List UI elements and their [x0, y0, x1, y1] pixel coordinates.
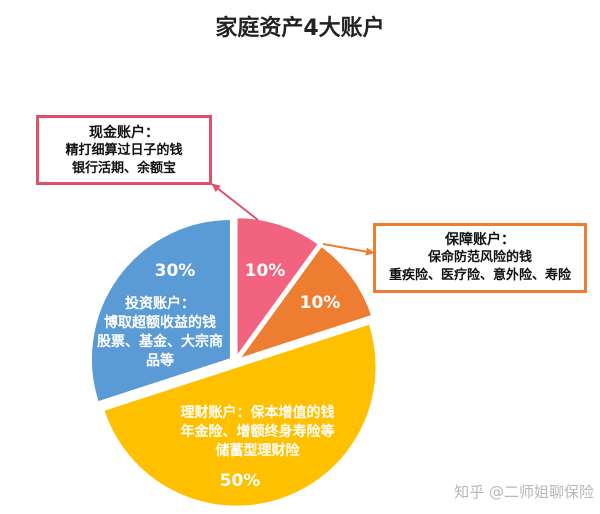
cash-slice-label: 10% — [244, 261, 286, 281]
chart-title: 家庭资产4大账户 — [215, 16, 385, 41]
cash-account-callout: 现金账户： 精打细算过日子的钱 银行活期、余额宝 — [36, 115, 212, 185]
investment-slice-label: 30% — [154, 261, 196, 281]
protection-account-desc: 保命防范风险的钱 — [427, 250, 532, 265]
cash-leader-line — [211, 183, 259, 221]
cash-account-examples: 银行活期、余额宝 — [71, 161, 176, 176]
watermark: 知乎 @二师姐聊保险 — [454, 483, 594, 501]
investment-slice-text: 投资账户： 博取超额收益的钱 股票、基金、大宗商 品等 — [85, 295, 235, 371]
wealth-slice — [102, 322, 378, 508]
wealth-slice-text: 理财账户：保本增值的钱 年金险、增额终身寿险等 储蓄型理财险 — [150, 404, 365, 461]
investment-examples: 股票、基金、大宗商 — [97, 334, 223, 350]
investment-desc: 博取超额收益的钱 — [104, 315, 216, 331]
wealth-title: 理财账户：保本增值的钱 — [180, 405, 335, 421]
protection-leader-line — [322, 243, 375, 256]
protection-account-examples: 重疾险、医疗险、意外险、寿险 — [388, 268, 571, 283]
cash-account-title: 现金账户： — [89, 125, 159, 141]
investment-title: 投资账户： — [125, 296, 195, 312]
wealth-slice-label: 50% — [219, 471, 261, 491]
cash-account-desc: 精打细算过日子的钱 — [65, 143, 183, 158]
protection-slice-label: 10% — [299, 293, 341, 313]
protection-account-callout: 保障账户： 保命防范风险的钱 重疾险、医疗险、意外险、寿险 — [373, 223, 587, 293]
investment-examples-cont: 品等 — [146, 353, 174, 369]
protection-account-title: 保障账户： — [445, 232, 515, 248]
protection-slice — [236, 244, 374, 361]
wealth-examples-cont: 储蓄型理财险 — [215, 443, 300, 459]
cash-slice — [235, 216, 321, 361]
investment-slice — [90, 218, 232, 404]
wealth-examples: 年金险、增额终身寿险等 — [180, 424, 335, 440]
